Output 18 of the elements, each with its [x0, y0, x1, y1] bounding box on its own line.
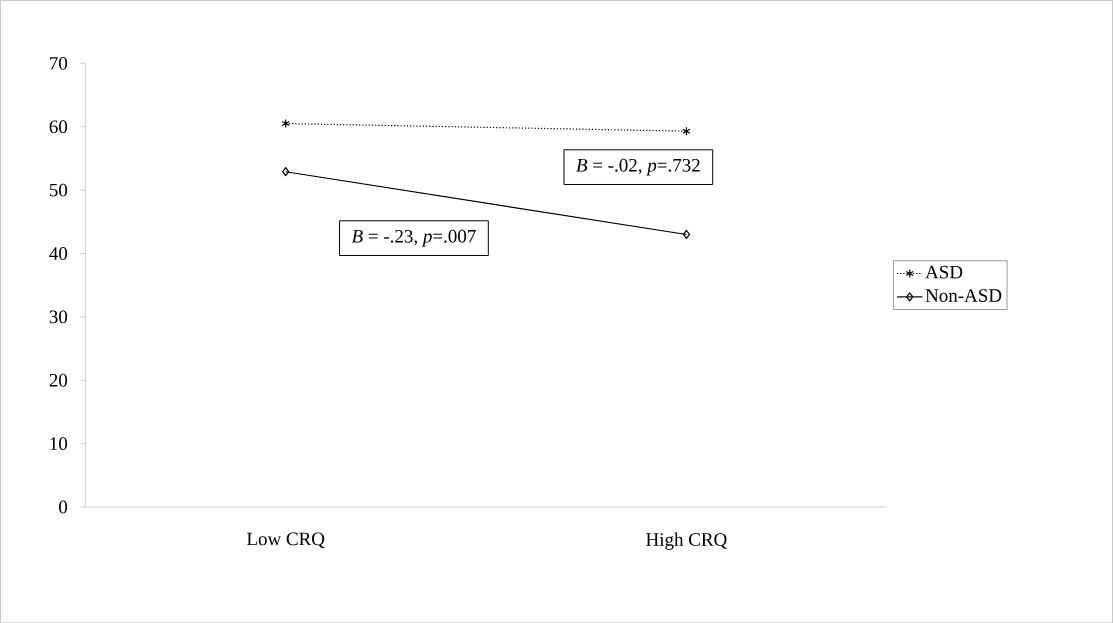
- point: [682, 229, 691, 239]
- annotation: B = -.02, p=.732: [576, 158, 700, 176]
- y-tick-label: 30: [49, 310, 68, 324]
- x-tick-label: Low CRQ: [246, 532, 325, 549]
- legend-label: ASD: [925, 265, 963, 279]
- y-tick-label: 60: [49, 120, 68, 133]
- y-tick-label: 70: [50, 56, 68, 70]
- annotation: B = -.23, p=.007: [351, 229, 476, 247]
- y-tick-label: 50: [49, 183, 68, 197]
- y-tick-label: 0: [59, 500, 68, 514]
- point: [281, 118, 290, 128]
- y-tick-label: 20: [49, 373, 68, 387]
- point: [682, 126, 691, 136]
- legend-label: Non-ASD: [925, 289, 1002, 302]
- y-tick-label: 40: [49, 246, 68, 260]
- x-tick-label: High CRQ: [646, 532, 727, 550]
- y-tick-label: 10: [50, 437, 68, 450]
- point: [282, 166, 290, 177]
